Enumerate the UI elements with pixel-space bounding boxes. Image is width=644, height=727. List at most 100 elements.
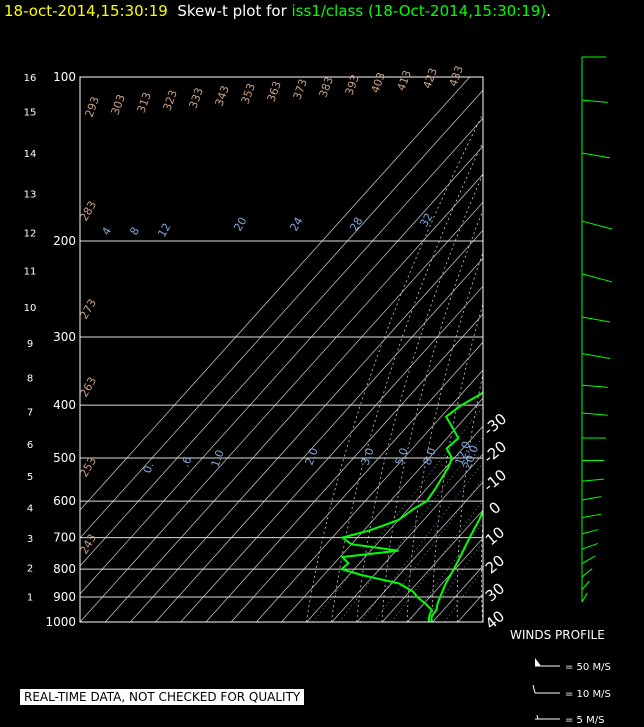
wind-barb xyxy=(581,353,611,359)
dry-adiabat-line xyxy=(528,77,619,622)
temp-right-tick-label: 40 xyxy=(482,607,508,633)
dry-adiabat-label: 243 xyxy=(77,532,99,557)
mixing-ratio-mid-label: 0. xyxy=(141,461,157,475)
wind-barb xyxy=(581,513,602,519)
dry-adiabat-line xyxy=(505,77,606,622)
height-tick-label: 10 xyxy=(24,303,37,314)
wind-barb xyxy=(581,555,596,564)
dry-adiabat-line xyxy=(592,77,644,622)
isotherm-line xyxy=(306,425,483,622)
plot-frame xyxy=(79,76,484,623)
isotherm-line xyxy=(230,341,483,622)
pressure-tick-label: 200 xyxy=(53,234,76,248)
dry-adiabat-label: 423 xyxy=(421,66,440,90)
dry-adiabat-label: 283 xyxy=(77,199,99,224)
dry-adiabat-label: 333 xyxy=(187,86,206,110)
height-tick-label: 15 xyxy=(24,107,37,118)
mixing-ratio-mid-label: .6 xyxy=(179,455,195,469)
height-tick-label: 16 xyxy=(24,73,37,84)
isotherm-line xyxy=(130,229,483,622)
isotherm-line xyxy=(80,173,483,622)
wind-legend-flag xyxy=(532,684,536,694)
wind-legend-flag xyxy=(536,714,539,720)
isotherm-line xyxy=(482,621,483,622)
isotherm-line xyxy=(104,201,483,622)
pressure-tick-label: 600 xyxy=(53,494,76,508)
mixing-ratio-mid-label: 2.0 xyxy=(303,446,321,467)
temp-right-tick-label: -30 xyxy=(480,410,510,440)
height-tick-label: 8 xyxy=(27,374,33,385)
wind-barb xyxy=(581,568,593,578)
plot-area xyxy=(80,77,644,622)
pressure-tick-label: 400 xyxy=(53,398,76,412)
wind-barb xyxy=(581,220,613,230)
dry-adiabat-label: 293 xyxy=(83,95,102,119)
temp-right-tick-label: 10 xyxy=(482,523,508,549)
temp-right-tick-label: -20 xyxy=(480,437,510,467)
dry-adiabat-label: 263 xyxy=(77,375,99,400)
dry-adiabat-line xyxy=(406,251,483,622)
dry-adiabat-line xyxy=(550,77,632,622)
dry-adiabat-line xyxy=(305,112,483,622)
dry-adiabat-label: 253 xyxy=(77,455,99,480)
pressure-tick-label: 500 xyxy=(53,451,76,465)
isotherm-line xyxy=(80,117,483,567)
mixing-ratio-line xyxy=(391,500,483,622)
mixing-ratio-label: 4 xyxy=(99,225,114,238)
title-datetime: 18-oct-2014,15:30:19 xyxy=(4,2,168,20)
isotherm-line xyxy=(381,509,483,622)
temp-right-tick-label: 0 xyxy=(486,498,505,518)
height-tick-label: 5 xyxy=(27,472,33,483)
height-tick-label: 13 xyxy=(24,189,37,200)
pressure-tick-label: 1000 xyxy=(45,615,76,629)
wind-barb xyxy=(581,478,605,482)
mixing-ratio-label: 28 xyxy=(347,215,365,234)
isotherm-line xyxy=(356,481,483,622)
wind-barb xyxy=(581,384,608,388)
wind-barb xyxy=(581,316,611,323)
isotherm-line xyxy=(155,257,483,622)
isotherm-line xyxy=(407,537,483,622)
height-tick-label: 1 xyxy=(27,593,33,604)
mixing-ratio-mid-label: 5.0 xyxy=(393,446,411,467)
quality-disclaimer: REAL-TIME DATA, NOT CHECKED FOR QUALITY xyxy=(20,689,305,705)
dry-adiabat-line xyxy=(612,77,644,622)
isotherm-line xyxy=(205,313,483,622)
height-tick-label: 4 xyxy=(27,503,33,514)
wind-barb xyxy=(581,542,598,550)
wind-barb xyxy=(581,592,588,603)
wind-barb xyxy=(581,580,590,591)
mixing-ratio-mid-label: 8.0 xyxy=(421,446,439,467)
pressure-tick-label: 300 xyxy=(53,330,76,344)
isotherm-line xyxy=(281,397,483,622)
isotherm-line xyxy=(331,453,483,622)
wind-barb xyxy=(581,496,602,501)
chart-title: 18-oct-2014,15:30:19 Skew-t plot for iss… xyxy=(4,2,551,20)
height-tick-label: 6 xyxy=(27,440,33,451)
temp-right-tick-label: 30 xyxy=(482,579,508,605)
wind-barb xyxy=(581,273,613,283)
pressure-tick-label: 900 xyxy=(53,590,76,604)
height-tick-label: 7 xyxy=(27,407,33,418)
wind-barb xyxy=(581,152,611,159)
isotherm-line xyxy=(180,285,483,622)
mixing-ratio-label: 8 xyxy=(127,225,142,238)
wind-legend-label: = 50 M/S xyxy=(565,662,611,673)
temp-right-tick-label: 20 xyxy=(482,551,508,577)
dry-adiabat-label: 413 xyxy=(395,68,414,92)
mixing-ratio-label: 24 xyxy=(287,215,305,234)
temp-right-tick-label: -10 xyxy=(480,466,510,496)
isotherm-line xyxy=(432,565,483,622)
dry-adiabat-label: 303 xyxy=(109,93,128,117)
dewpoint-profile xyxy=(339,390,483,622)
isotherm-line xyxy=(80,89,483,539)
title-end: . xyxy=(546,2,551,20)
dry-adiabat-label: 323 xyxy=(161,88,180,112)
height-tick-label: 3 xyxy=(27,534,33,545)
dry-adiabat-label: 363 xyxy=(265,79,284,103)
isotherm-line xyxy=(256,369,483,622)
dry-adiabat-label: 343 xyxy=(213,84,232,108)
mixing-ratio-label: 20 xyxy=(231,215,249,234)
mixing-ratio-line xyxy=(444,568,483,622)
